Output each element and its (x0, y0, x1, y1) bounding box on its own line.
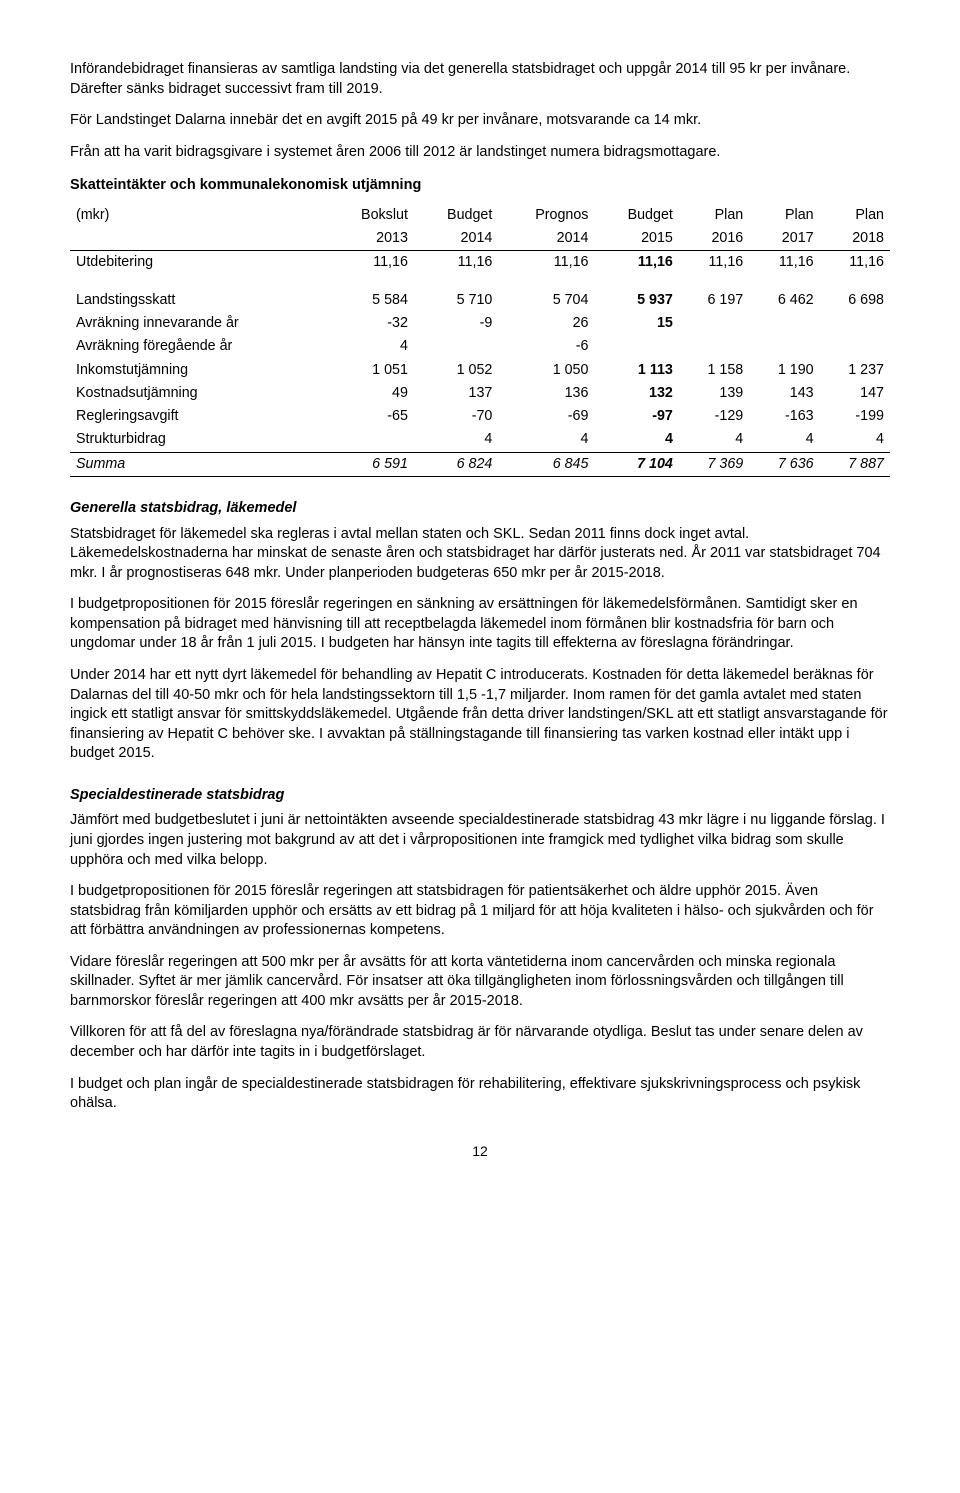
gen-para-2: I budgetpropositionen för 2015 föreslår … (70, 595, 890, 654)
table-row: Regleringsavgift -65 -70 -69 -97 -129 -1… (70, 405, 890, 428)
col-plan-2016: Plan (679, 204, 749, 227)
table-row: Utdebitering 11,16 11,16 11,16 11,16 11,… (70, 251, 890, 275)
intro-para-1: Införandebidraget finansieras av samtlig… (70, 60, 890, 99)
col-budget-2015: Budget (594, 204, 678, 227)
table-row: Landstingsskatt 5 584 5 710 5 704 5 937 … (70, 289, 890, 312)
table-row: Avräkning innevarande år -32 -9 26 15 (70, 312, 890, 335)
skatt-table: (mkr) Bokslut Budget Prognos Budget Plan… (70, 204, 890, 477)
page-number: 12 (70, 1142, 890, 1161)
spec-para-4: Villkoren för att få del av föreslagna n… (70, 1023, 890, 1062)
col-prognos: Prognos (498, 204, 594, 227)
col-bokslut: Bokslut (327, 204, 414, 227)
col-plan-2017: Plan (749, 204, 819, 227)
gen-para-1: Statsbidraget för läkemedel ska regleras… (70, 525, 890, 584)
table-row: Kostnadsutjämning 49 137 136 132 139 143… (70, 382, 890, 405)
table-head-row-1: (mkr) Bokslut Budget Prognos Budget Plan… (70, 204, 890, 227)
gen-para-3: Under 2014 har ett nytt dyrt läkemedel f… (70, 666, 890, 764)
table-row: Strukturbidrag 4 4 4 4 4 4 (70, 428, 890, 452)
section-heading-skatt: Skatteintäkter och kommunalekonomisk utj… (70, 176, 890, 196)
subhead-generella: Generella statsbidrag, läkemedel (70, 499, 890, 519)
table-head-row-2: 2013 2014 2014 2015 2016 2017 2018 (70, 227, 890, 251)
subhead-special: Specialdestinerade statsbidrag (70, 786, 890, 806)
table-row: Inkomstutjämning 1 051 1 052 1 050 1 113… (70, 359, 890, 382)
col-budget-2014: Budget (414, 204, 498, 227)
intro-para-3: Från att ha varit bidragsgivare i system… (70, 143, 890, 163)
intro-para-2: För Landstinget Dalarna innebär det en a… (70, 111, 890, 131)
spec-para-2: I budgetpropositionen för 2015 föreslår … (70, 882, 890, 941)
spec-para-5: I budget och plan ingår de specialdestin… (70, 1075, 890, 1114)
table-spacer (70, 275, 890, 289)
col-plan-2018: Plan (820, 204, 890, 227)
col-label: (mkr) (70, 204, 327, 227)
table-row: Avräkning föregående år 4 -6 (70, 335, 890, 358)
table-row-summa: Summa 6 591 6 824 6 845 7 104 7 369 7 63… (70, 452, 890, 476)
spec-para-1: Jämfört med budgetbeslutet i juni är net… (70, 811, 890, 870)
spec-para-3: Vidare föreslår regeringen att 500 mkr p… (70, 953, 890, 1012)
